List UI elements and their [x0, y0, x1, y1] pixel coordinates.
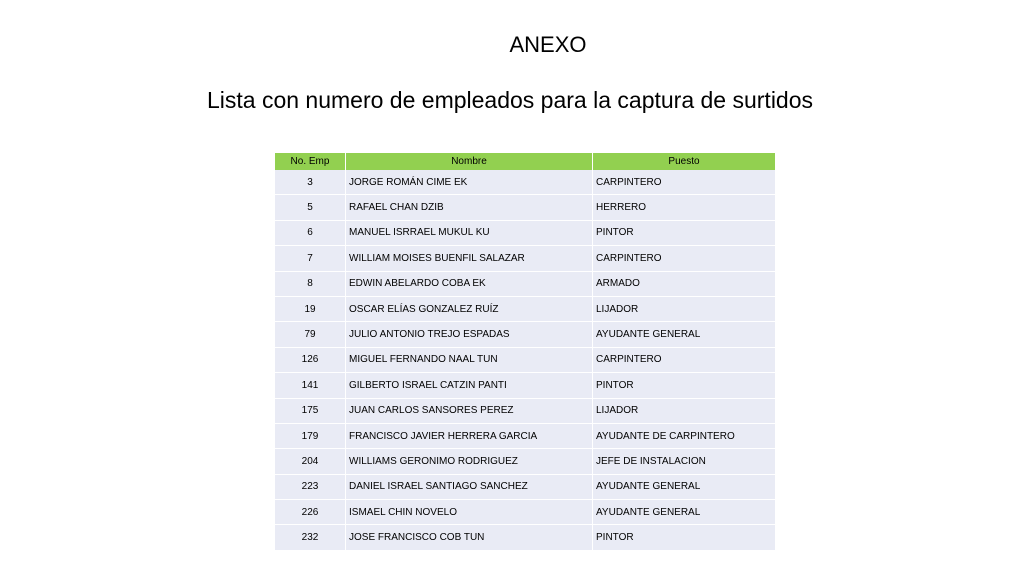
- cell-no-emp: 179: [275, 423, 346, 450]
- cell-puesto: JEFE DE INSTALACION: [592, 448, 776, 475]
- cell-no-emp: 141: [275, 372, 346, 399]
- cell-no-emp: 5: [275, 194, 346, 221]
- table-row: 223 DANIEL ISRAEL SANTIAGO SANCHEZ AYUDANT…: [275, 474, 776, 501]
- cell-nombre: JORGE ROMÁN CIME EK: [345, 170, 593, 196]
- table-row: 19 OSCAR ELÍAS GONZALEZ RUÍZ LIJADOR: [275, 296, 776, 323]
- page-title: ANEXO: [509, 32, 587, 57]
- header-puesto: Puesto: [592, 153, 776, 170]
- header-no-emp: No. Emp: [275, 153, 346, 170]
- page-subtitle: Lista con numero de empleados para la ca…: [206, 87, 814, 113]
- table-row: 6 MANUEL ISRRAEL MUKUL KU PINTOR: [275, 220, 776, 247]
- cell-puesto: AYUDANTE GENERAL: [592, 474, 776, 501]
- header-nombre: Nombre: [345, 153, 593, 170]
- table-row: 5 RAFAEL CHAN DZIB HERRERO: [275, 194, 776, 221]
- cell-puesto: CARPINTERO: [592, 245, 776, 272]
- cell-nombre: EDWIN ABELARDO COBA EK: [345, 271, 593, 297]
- table-row: 7 WILLIAM MOISES BUENFIL SALAZAR CARPINTER…: [275, 245, 776, 272]
- cell-no-emp: 79: [275, 321, 346, 348]
- cell-nombre: ISMAEL CHIN NOVELO: [345, 499, 593, 526]
- cell-nombre: RAFAEL CHAN DZIB: [345, 194, 593, 221]
- cell-no-emp: 8: [275, 271, 346, 297]
- cell-nombre: JULIO ANTONIO TREJO ESPADAS: [345, 321, 593, 348]
- cell-nombre: FRANCISCO JAVIER HERRERA GARCIA: [345, 423, 593, 450]
- cell-puesto: AYUDANTE GENERAL: [592, 499, 776, 526]
- cell-nombre: DANIEL ISRAEL SANTIAGO SANCHEZ: [345, 474, 593, 501]
- cell-nombre: JUAN CARLOS SANSORES PEREZ: [345, 398, 593, 424]
- cell-no-emp: 19: [275, 296, 346, 323]
- table-row: 175 JUAN CARLOS SANSORES PEREZ LIJADOR: [275, 398, 776, 424]
- table-row: 8 EDWIN ABELARDO COBA EK ARMADO: [275, 271, 776, 297]
- cell-nombre: WILLIAM MOISES BUENFIL SALAZAR: [345, 245, 593, 272]
- cell-no-emp: 223: [275, 474, 346, 501]
- cell-no-emp: 204: [275, 448, 346, 475]
- table-header-row: No. Emp Nombre Puesto: [275, 153, 776, 170]
- table-row: 204 WILLIAMS GERONIMO RODRIGUEZ JEFE DE IN…: [275, 448, 776, 475]
- cell-puesto: ARMADO: [592, 271, 776, 297]
- table-row: 179 FRANCISCO JAVIER HERRERA GARCIA AYUDAN…: [275, 423, 776, 450]
- table-row: 226 ISMAEL CHIN NOVELO AYUDANTE GENERAL: [275, 499, 776, 526]
- cell-no-emp: 3: [275, 170, 346, 196]
- cell-nombre: OSCAR ELÍAS GONZALEZ RUÍZ: [345, 296, 593, 323]
- cell-puesto: PINTOR: [592, 220, 776, 247]
- cell-nombre: JOSE FRANCISCO COB TUN: [345, 524, 593, 551]
- cell-nombre: MIGUEL FERNANDO NAAL TUN: [345, 347, 593, 374]
- cell-no-emp: 232: [275, 524, 346, 551]
- table-row: 141 GILBERTO ISRAEL CATZIN PANTI PINTOR: [275, 372, 776, 399]
- table-row: 79 JULIO ANTONIO TREJO ESPADAS AYUDANTE GE…: [275, 321, 776, 348]
- employee-table: No. Emp Nombre Puesto 3 JORGE ROMÁN CIME …: [275, 153, 776, 551]
- cell-no-emp: 6: [275, 220, 346, 247]
- cell-puesto: CARPINTERO: [592, 347, 776, 374]
- cell-no-emp: 126: [275, 347, 346, 374]
- table-row: 126 MIGUEL FERNANDO NAAL TUN CARPINTERO: [275, 347, 776, 374]
- cell-puesto: AYUDANTE DE CARPINTERO: [592, 423, 776, 450]
- cell-no-emp: 226: [275, 499, 346, 526]
- cell-puesto: CARPINTERO: [592, 170, 776, 196]
- cell-puesto: PINTOR: [592, 372, 776, 399]
- cell-no-emp: 7: [275, 245, 346, 272]
- cell-puesto: LIJADOR: [592, 398, 776, 424]
- table-row: 232 JOSE FRANCISCO COB TUN PINTOR: [275, 524, 776, 551]
- cell-puesto: HERRERO: [592, 194, 776, 221]
- cell-no-emp: 175: [275, 398, 346, 424]
- table-row: 3 JORGE ROMÁN CIME EK CARPINTERO: [275, 170, 776, 196]
- cell-puesto: LIJADOR: [592, 296, 776, 323]
- cell-puesto: PINTOR: [592, 524, 776, 551]
- cell-nombre: WILLIAMS GERONIMO RODRIGUEZ: [345, 448, 593, 475]
- cell-nombre: GILBERTO ISRAEL CATZIN PANTI: [345, 372, 593, 399]
- cell-puesto: AYUDANTE GENERAL: [592, 321, 776, 348]
- cell-nombre: MANUEL ISRRAEL MUKUL KU: [345, 220, 593, 247]
